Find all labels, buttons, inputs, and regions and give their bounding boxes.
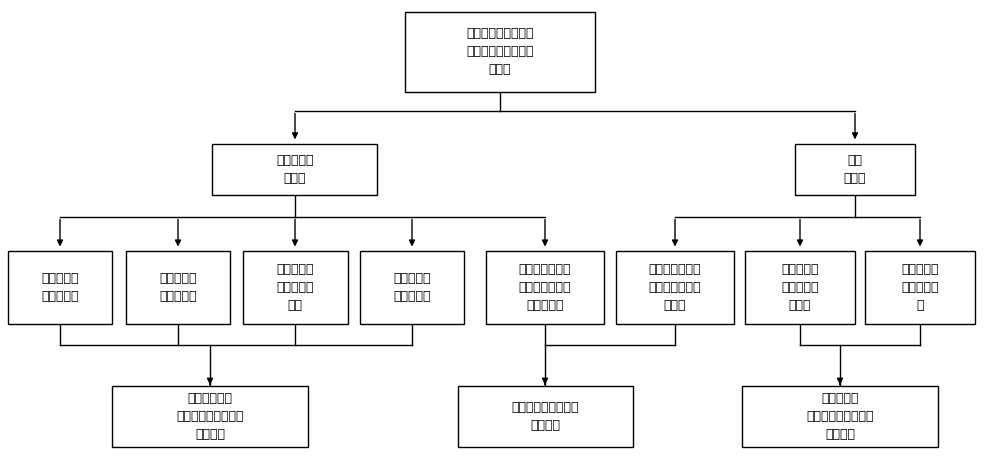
FancyBboxPatch shape [360, 251, 464, 324]
Text: 煤基质气化
能力鉴定单
元: 煤基质气化 能力鉴定单 元 [901, 263, 939, 312]
Text: 发酵菌系鉴
定培育单元: 发酵菌系鉴 定培育单元 [159, 272, 197, 303]
Text: 培养基条件下
待测定微生物群落的
活性特征: 培养基条件下 待测定微生物群落的 活性特征 [176, 392, 244, 441]
Text: 产甲烷菌鉴
定培育单元: 产甲烷菌鉴 定培育单元 [393, 272, 431, 303]
Text: 激活后的微生物群落
的平衡度: 激活后的微生物群落 的平衡度 [511, 401, 579, 432]
FancyBboxPatch shape [458, 386, 633, 447]
FancyBboxPatch shape [742, 386, 938, 447]
Text: 煤基
培育组: 煤基 培育组 [844, 154, 866, 185]
FancyBboxPatch shape [112, 386, 308, 447]
Text: 煤层产甲烷微生
物群落平衡度对
比评价单元: 煤层产甲烷微生 物群落平衡度对 比评价单元 [519, 263, 571, 312]
Text: 功能培养基
培育组: 功能培养基 培育组 [276, 154, 314, 185]
FancyBboxPatch shape [242, 251, 348, 324]
Text: 煤层产甲烷菌群当前
活性与菌群平衡度特
征判定: 煤层产甲烷菌群当前 活性与菌群平衡度特 征判定 [466, 27, 534, 76]
FancyBboxPatch shape [486, 251, 604, 324]
FancyBboxPatch shape [405, 12, 595, 92]
Text: 产乙酸产氢
菌鉴定培育
单元: 产乙酸产氢 菌鉴定培育 单元 [276, 263, 314, 312]
FancyBboxPatch shape [865, 251, 975, 324]
Text: 煤基条件下
待测定微生物群落的
活性特性: 煤基条件下 待测定微生物群落的 活性特性 [806, 392, 874, 441]
FancyBboxPatch shape [8, 251, 112, 324]
Text: 煤层产甲烷微生
物群落平衡度测
定单元: 煤层产甲烷微生 物群落平衡度测 定单元 [649, 263, 701, 312]
FancyBboxPatch shape [126, 251, 230, 324]
FancyBboxPatch shape [616, 251, 734, 324]
Text: 水解菌系鉴
定培育单元: 水解菌系鉴 定培育单元 [41, 272, 79, 303]
FancyBboxPatch shape [745, 251, 855, 324]
FancyBboxPatch shape [795, 144, 915, 195]
FancyBboxPatch shape [212, 144, 377, 195]
Text: 煤基有机质
降解能力鉴
定单元: 煤基有机质 降解能力鉴 定单元 [781, 263, 819, 312]
